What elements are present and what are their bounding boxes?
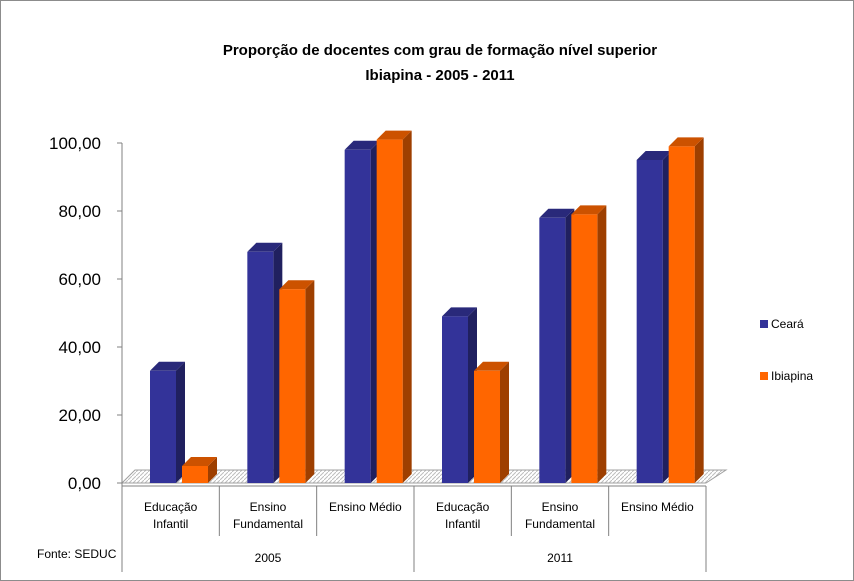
legend-label: Ceará [771, 317, 804, 331]
legend-swatch [760, 320, 768, 328]
bar-side [305, 280, 315, 483]
bar-side [500, 361, 509, 483]
category-label: Infantil [445, 517, 480, 531]
group-label: 2011 [547, 551, 573, 565]
bar [571, 214, 598, 483]
bar-top [539, 208, 575, 218]
bar [668, 146, 695, 483]
bar-top [442, 307, 477, 317]
bar-side [694, 137, 704, 483]
category-label: Educação [436, 500, 490, 514]
category-label: Ensino Médio [621, 500, 694, 514]
category-label: Educação [144, 500, 198, 514]
bar [442, 316, 468, 483]
group-label: 2005 [255, 551, 282, 565]
bar [344, 149, 371, 484]
bar-top [150, 361, 185, 371]
axis-layer: 0,00 20,00 40,00 60,00 80,00 100,00 Educação In… [49, 134, 707, 572]
chart-title: Proporção de docentes com grau de formaç… [223, 42, 657, 59]
category-label: Ensino [542, 500, 579, 514]
y-tick-label: 0,00 [68, 474, 101, 493]
bar [539, 217, 566, 484]
bar-side [176, 361, 185, 483]
legend-swatch [760, 372, 768, 380]
bar-top [344, 140, 380, 150]
bar-side [597, 205, 607, 483]
y-tick-label: 60,00 [58, 270, 101, 289]
bars-layer [150, 130, 704, 484]
bar [474, 370, 500, 483]
bar-top [376, 130, 412, 140]
bar-side [402, 130, 412, 483]
legend: Ceará Ibiapina [760, 317, 813, 383]
bar-top [571, 205, 607, 215]
bar-top [636, 151, 672, 160]
bar [182, 466, 208, 483]
bar [150, 370, 176, 483]
bar [376, 139, 403, 483]
bar-top [279, 280, 315, 290]
bar [279, 289, 306, 483]
bar [636, 160, 663, 483]
category-label: Ensino Médio [329, 500, 402, 514]
source-note: Fonte: SEDUC [37, 547, 117, 561]
y-tick-label: 80,00 [58, 202, 101, 221]
category-label: Fundamental [233, 517, 303, 531]
legend-label: Ibiapina [771, 369, 813, 383]
bar-side [208, 457, 217, 483]
category-label: Ensino [250, 500, 287, 514]
y-tick-label: 20,00 [58, 406, 101, 425]
category-label: Fundamental [525, 517, 595, 531]
bar-top [668, 137, 704, 147]
bar-top [474, 361, 509, 371]
category-label: Infantil [153, 517, 188, 531]
y-tick-label: 40,00 [58, 338, 101, 357]
chart-subtitle: Ibiapina - 2005 - 2011 [365, 67, 514, 84]
bar-top [247, 242, 283, 252]
bar-top [182, 457, 217, 466]
bar [247, 251, 274, 483]
y-tick-label: 100,00 [49, 134, 101, 153]
